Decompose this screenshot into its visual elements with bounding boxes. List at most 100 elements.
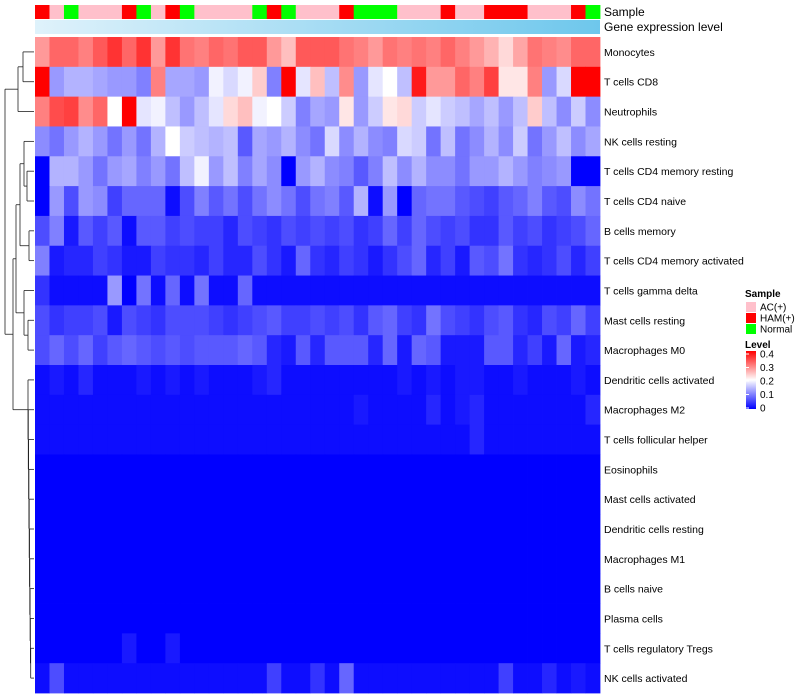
heatmap-cell bbox=[136, 335, 152, 366]
heatmap-cell bbox=[136, 573, 152, 604]
heatmap-cell bbox=[397, 275, 413, 306]
heatmap-cell bbox=[527, 543, 543, 575]
heatmap-cell bbox=[136, 394, 152, 426]
heatmap-cell bbox=[455, 454, 471, 485]
heatmap-cell bbox=[49, 305, 65, 336]
heatmap-cell bbox=[78, 156, 94, 187]
heatmap-cell bbox=[150, 365, 166, 396]
heatmap-cell bbox=[92, 305, 108, 336]
heatmap-cell bbox=[455, 66, 471, 98]
heatmap-cell bbox=[252, 305, 268, 336]
heatmap-cell bbox=[223, 96, 239, 127]
row-label: Plasma cells bbox=[604, 613, 663, 625]
heatmap-cell bbox=[107, 603, 123, 634]
heatmap-cell bbox=[353, 514, 369, 545]
heatmap-cell bbox=[295, 186, 311, 217]
heatmap-cell bbox=[339, 454, 355, 485]
heatmap-cell bbox=[513, 126, 528, 157]
heatmap-cell bbox=[382, 633, 398, 664]
legend-item-label: Normal bbox=[760, 325, 792, 336]
heatmap-cell bbox=[571, 603, 586, 634]
heatmap-cell bbox=[266, 603, 282, 634]
heatmap-cell bbox=[353, 573, 369, 604]
heatmap-cell bbox=[63, 633, 79, 664]
heatmap-cell bbox=[35, 573, 50, 604]
heatmap-cell bbox=[281, 96, 297, 127]
heatmap-cell bbox=[353, 156, 369, 187]
heatmap-cell bbox=[440, 484, 456, 515]
heatmap-cell bbox=[295, 96, 311, 127]
heatmap-cell bbox=[585, 633, 601, 664]
heatmap-cell bbox=[527, 126, 543, 157]
heatmap-cell bbox=[324, 424, 340, 455]
row-label: Monocytes bbox=[604, 47, 655, 59]
heatmap-cell bbox=[368, 186, 384, 217]
heatmap-cell bbox=[310, 66, 326, 98]
sample-cell bbox=[498, 5, 514, 19]
heatmap-cell bbox=[295, 573, 311, 604]
heatmap-cell bbox=[223, 484, 239, 515]
heatmap-cell bbox=[310, 215, 326, 247]
heatmap-cell bbox=[49, 365, 65, 396]
heatmap-cell bbox=[324, 66, 340, 98]
heatmap-cell bbox=[49, 186, 65, 217]
heatmap-cell bbox=[411, 633, 427, 664]
row-label: T cells CD4 memory resting bbox=[604, 166, 733, 178]
heatmap-cell bbox=[469, 543, 485, 575]
heatmap-cell bbox=[107, 484, 123, 515]
heatmap-cell bbox=[92, 663, 108, 694]
heatmap-cell bbox=[455, 186, 471, 217]
heatmap-cell bbox=[136, 365, 152, 396]
heatmap-cell bbox=[252, 215, 268, 247]
heatmap-cell bbox=[556, 514, 572, 545]
heatmap-cell bbox=[527, 335, 543, 366]
heatmap-cell bbox=[469, 275, 485, 306]
heatmap-cell bbox=[484, 454, 499, 485]
heatmap-cell bbox=[440, 603, 456, 634]
heatmap-cell bbox=[411, 365, 427, 396]
heatmap-cell bbox=[455, 484, 471, 515]
heatmap-cell bbox=[35, 424, 50, 455]
heatmap-cell bbox=[208, 365, 224, 396]
heatmap-cell bbox=[571, 186, 586, 217]
heatmap-cell bbox=[353, 275, 369, 306]
heatmap-cell bbox=[585, 603, 601, 634]
heatmap-cell bbox=[571, 96, 586, 127]
heatmap-cell bbox=[498, 186, 514, 217]
heatmap-cell bbox=[469, 365, 485, 396]
heatmap-cell bbox=[339, 37, 355, 68]
row-label: Neutrophils bbox=[604, 107, 657, 119]
heatmap-cell bbox=[440, 394, 456, 426]
heatmap-cell bbox=[324, 305, 340, 336]
heatmap-cell bbox=[266, 454, 282, 485]
heatmap-cell bbox=[556, 424, 572, 455]
heatmap-cell bbox=[252, 365, 268, 396]
heatmap-cell bbox=[136, 66, 152, 98]
heatmap-cell bbox=[426, 245, 442, 276]
heatmap-cell bbox=[63, 156, 79, 187]
heatmap-cell bbox=[440, 633, 456, 664]
heatmap-cell bbox=[324, 37, 340, 68]
heatmap-cell bbox=[208, 215, 224, 247]
heatmap-cell bbox=[382, 215, 398, 247]
legend-tick-label: 0.1 bbox=[760, 390, 774, 401]
heatmap-cell bbox=[35, 96, 50, 127]
heatmap-cell bbox=[426, 66, 442, 98]
heatmap-cell bbox=[484, 543, 499, 575]
heatmap-cell bbox=[542, 156, 557, 187]
heatmap-cell bbox=[92, 514, 108, 545]
heatmap-cell bbox=[208, 424, 224, 455]
heatmap-cell bbox=[208, 633, 224, 664]
heatmap-cell bbox=[440, 454, 456, 485]
heatmap-cell bbox=[150, 96, 166, 127]
row-label: B cells memory bbox=[604, 226, 677, 238]
heatmap-cell bbox=[179, 365, 195, 396]
sample-cell bbox=[63, 5, 79, 19]
heatmap-cell bbox=[194, 215, 210, 247]
legend-level-colorbar bbox=[746, 351, 756, 409]
heatmap-cell bbox=[556, 126, 572, 157]
heatmap-cell bbox=[121, 663, 137, 694]
heatmap-cell bbox=[368, 543, 384, 575]
heatmap-cell bbox=[63, 543, 79, 575]
row-dendrogram bbox=[4, 51, 34, 679]
